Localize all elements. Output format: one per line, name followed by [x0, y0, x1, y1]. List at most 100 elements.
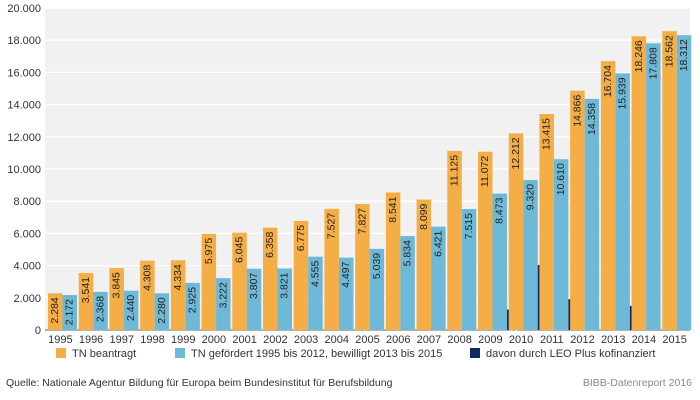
- y-tick-label: 8.000: [13, 196, 41, 208]
- data-label-tn-gefoerdert: 2.280: [156, 297, 168, 323]
- bar-tn-gefoerdert: [308, 256, 323, 330]
- y-tick-label: 2.000: [13, 293, 41, 305]
- bar-chart: 0 2.000 4.000 6.000 8.000 10.000 12.000 14.000 1…: [7, 3, 692, 360]
- bar-tn-beantragt: [78, 272, 94, 330]
- data-label-tn-gefoerdert: 5.834: [402, 240, 414, 266]
- data-label-tn-gefoerdert: 10.610: [555, 163, 567, 195]
- data-label-tn-gefoerdert: 6.421: [432, 230, 444, 256]
- bar-tn-gefoerdert: [369, 248, 385, 330]
- bar-tn-gefoerdert: [646, 43, 661, 330]
- x-tick-label: 2000: [202, 334, 226, 346]
- data-label-tn-gefoerdert: 2.368: [94, 296, 106, 322]
- x-tick-label: 1995: [48, 334, 72, 346]
- bar-tn-gefoerdert: [615, 73, 630, 330]
- data-label-tn-beantragt: 6.358: [264, 231, 276, 257]
- bar-tn-gefoerdert: [246, 268, 262, 330]
- data-label-tn-beantragt: 11.072: [479, 156, 491, 187]
- x-tick-label: 2010: [509, 334, 533, 346]
- x-tick-label: 2008: [447, 334, 471, 346]
- data-label-tn-beantragt: 18.562: [664, 35, 676, 67]
- data-label-tn-beantragt: 7.527: [326, 213, 338, 239]
- legend-swatch: [175, 348, 185, 358]
- data-label-tn-beantragt: 18.246: [633, 40, 645, 72]
- data-label-tn-gefoerdert: 2.440: [125, 295, 137, 321]
- data-label-tn-beantragt: 3.845: [111, 272, 123, 298]
- legend-label: TN gefördert 1995 bis 2012, bewilligt 20…: [191, 348, 442, 360]
- legend-swatch: [470, 348, 480, 358]
- data-label-tn-gefoerdert: 3.821: [279, 272, 291, 298]
- legend-label: davon durch LEO Plus kofinanziert: [486, 348, 655, 360]
- bar-tn-beantragt: [631, 36, 647, 330]
- data-label-tn-beantragt: 6.045: [234, 237, 246, 263]
- x-tick-label: 2001: [232, 334, 256, 346]
- data-label-tn-beantragt: 14.866: [571, 95, 583, 127]
- data-label-tn-gefoerdert: 4.555: [309, 261, 321, 287]
- bar-tn-gefoerdert: [461, 209, 477, 330]
- bar-tn-gefoerdert: [553, 159, 569, 330]
- y-tick-label: 12.000: [7, 132, 41, 144]
- bar-tn-beantragt: [447, 150, 462, 330]
- x-tick-label: 2013: [601, 334, 625, 346]
- bar-tn-beantragt: [263, 227, 278, 330]
- x-tick-label: 1996: [79, 334, 103, 346]
- bar-tn-gefoerdert: [154, 293, 170, 330]
- x-tick-label: 1999: [171, 334, 195, 346]
- bar-tn-beantragt: [600, 61, 616, 330]
- bar-tn-beantragt: [201, 233, 217, 330]
- bar-tn-beantragt: [140, 260, 155, 330]
- data-label-tn-gefoerdert: 3.807: [248, 273, 260, 299]
- data-label-tn-beantragt: 3.541: [80, 277, 92, 303]
- data-label-tn-beantragt: 5.975: [203, 238, 215, 264]
- y-tick-label: 0: [35, 325, 41, 337]
- bar-tn-beantragt: [508, 133, 524, 330]
- data-label-tn-gefoerdert: 7.515: [463, 213, 475, 239]
- bar-tn-gefoerdert: [676, 35, 692, 331]
- bar-tn-beantragt: [662, 31, 677, 331]
- bar-tn-gefoerdert: [216, 278, 231, 330]
- bar-tn-gefoerdert: [431, 226, 446, 330]
- x-tick-label: 2006: [386, 334, 410, 346]
- bar-tn-beantragt: [109, 268, 124, 330]
- bar-tn-beantragt: [539, 114, 554, 331]
- bar-tn-gefoerdert: [185, 282, 200, 330]
- data-label-tn-beantragt: 8.541: [387, 196, 399, 222]
- credit-note: BIBB-Datenreport 2016: [582, 377, 692, 389]
- data-label-tn-gefoerdert: 17.808: [647, 47, 659, 79]
- bar-tn-gefoerdert: [338, 257, 354, 330]
- bar-tn-beantragt: [293, 220, 309, 330]
- bar-tn-gefoerdert: [492, 193, 507, 330]
- bar-tn-gefoerdert: [523, 179, 538, 330]
- bar-tn-beantragt: [170, 260, 186, 330]
- bar-tn-beantragt: [324, 208, 339, 330]
- x-tick-label: 2014: [632, 334, 656, 346]
- data-label-tn-beantragt: 4.334: [172, 264, 184, 290]
- bar-tn-gefoerdert: [123, 290, 139, 330]
- y-tick-label: 14.000: [7, 100, 41, 112]
- y-tick-label: 4.000: [13, 261, 41, 273]
- bar-tn-beantragt: [232, 232, 247, 330]
- bar-tn-gefoerdert: [584, 98, 600, 330]
- bar-tn-beantragt: [478, 151, 493, 330]
- bar-tn-beantragt: [48, 293, 63, 330]
- x-tick-label: 2015: [662, 334, 686, 346]
- legend-swatch: [56, 348, 66, 358]
- x-tick-label: 1997: [110, 334, 134, 346]
- y-tick-label: 16.000: [7, 67, 41, 79]
- data-label-tn-gefoerdert: 14.358: [586, 103, 598, 135]
- data-label-tn-gefoerdert: 18.312: [678, 39, 690, 71]
- data-label-tn-gefoerdert: 9.320: [524, 184, 536, 210]
- y-tick-label: 20.000: [7, 3, 41, 15]
- data-label-tn-beantragt: 6.775: [295, 225, 307, 251]
- bar-tn-beantragt: [385, 192, 401, 330]
- bar-tn-beantragt: [416, 199, 432, 330]
- data-label-tn-gefoerdert: 15.939: [617, 77, 629, 109]
- data-label-tn-beantragt: 2.284: [49, 297, 61, 323]
- x-tick-label: 2009: [478, 334, 502, 346]
- bar-tn-gefoerdert: [62, 295, 77, 330]
- bar-tn-gefoerdert: [277, 268, 292, 330]
- y-tick-label: 10.000: [7, 164, 41, 176]
- bar-tn-beantragt: [355, 203, 370, 330]
- data-label-tn-gefoerdert: 8.473: [494, 197, 506, 223]
- y-tick-label: 18.000: [7, 35, 41, 47]
